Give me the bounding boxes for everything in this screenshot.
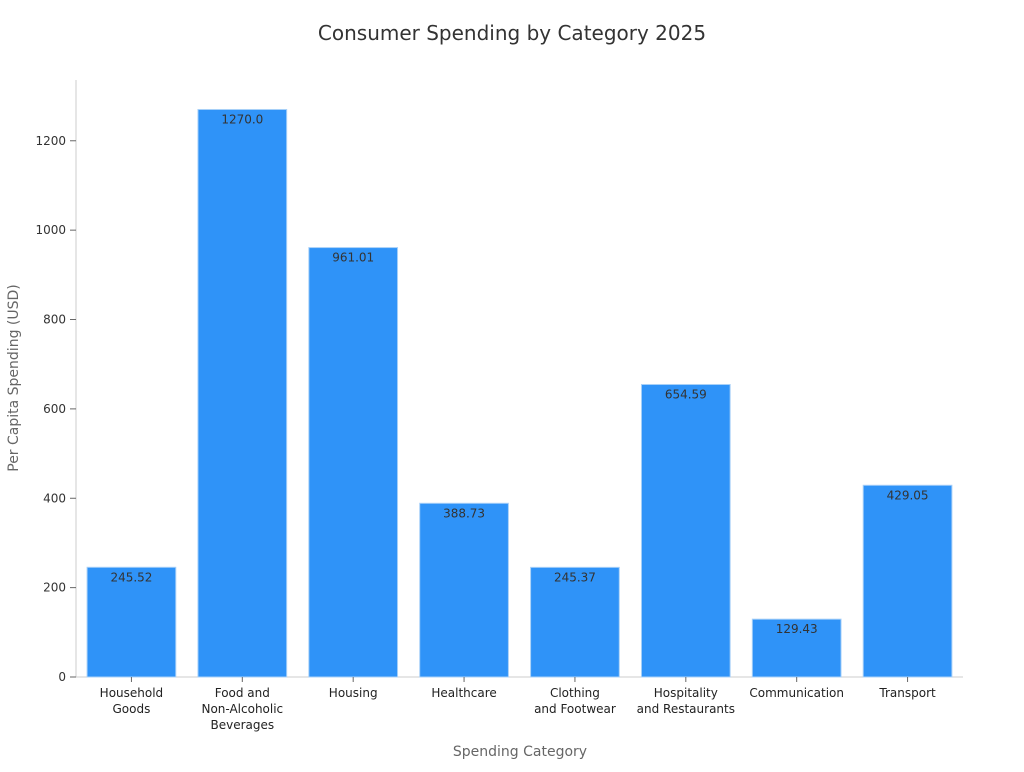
x-tick-label: Transport bbox=[878, 686, 936, 700]
data-label: 961.01 bbox=[332, 251, 374, 265]
bar bbox=[751, 618, 842, 678]
y-tick-label: 600 bbox=[43, 402, 66, 416]
x-tick-label: Healthcare bbox=[431, 686, 496, 700]
y-tick-label: 200 bbox=[43, 581, 66, 595]
data-label: 129.43 bbox=[776, 622, 818, 636]
y-tick-label: 400 bbox=[43, 491, 66, 505]
x-tick-label: Food and Non-Alcoholic Beverages bbox=[201, 686, 283, 732]
y-tick-label: 1000 bbox=[35, 223, 66, 237]
bar bbox=[419, 502, 509, 678]
data-label: 1270.0 bbox=[221, 112, 263, 126]
y-axis-label: Per Capita Spending (USD) bbox=[6, 284, 22, 472]
bar bbox=[530, 566, 620, 678]
y-tick-label: 1200 bbox=[35, 134, 66, 148]
data-label: 388.73 bbox=[443, 506, 485, 520]
x-tick-label: Housing bbox=[329, 686, 378, 700]
data-label: 429.05 bbox=[887, 488, 929, 502]
bar bbox=[197, 108, 288, 678]
y-tick-label: 800 bbox=[43, 313, 66, 327]
data-label: 654.59 bbox=[665, 387, 707, 401]
x-tick-label: Hospitality and Restaurants bbox=[637, 686, 735, 716]
data-label: 245.37 bbox=[554, 570, 596, 584]
x-tick-label: Communication bbox=[749, 686, 844, 700]
bar bbox=[308, 247, 399, 678]
bar bbox=[640, 383, 731, 678]
x-tick-label: Clothing and Footwear bbox=[534, 686, 616, 716]
x-tick-label: Household Goods bbox=[100, 686, 164, 716]
x-axis-label: Spending Category bbox=[453, 744, 587, 760]
bar bbox=[862, 484, 953, 678]
data-label: 245.52 bbox=[110, 570, 152, 584]
y-tick-label: 0 bbox=[58, 670, 66, 684]
chart-title: Consumer Spending by Category 2025 bbox=[318, 21, 706, 45]
bar bbox=[86, 566, 177, 678]
